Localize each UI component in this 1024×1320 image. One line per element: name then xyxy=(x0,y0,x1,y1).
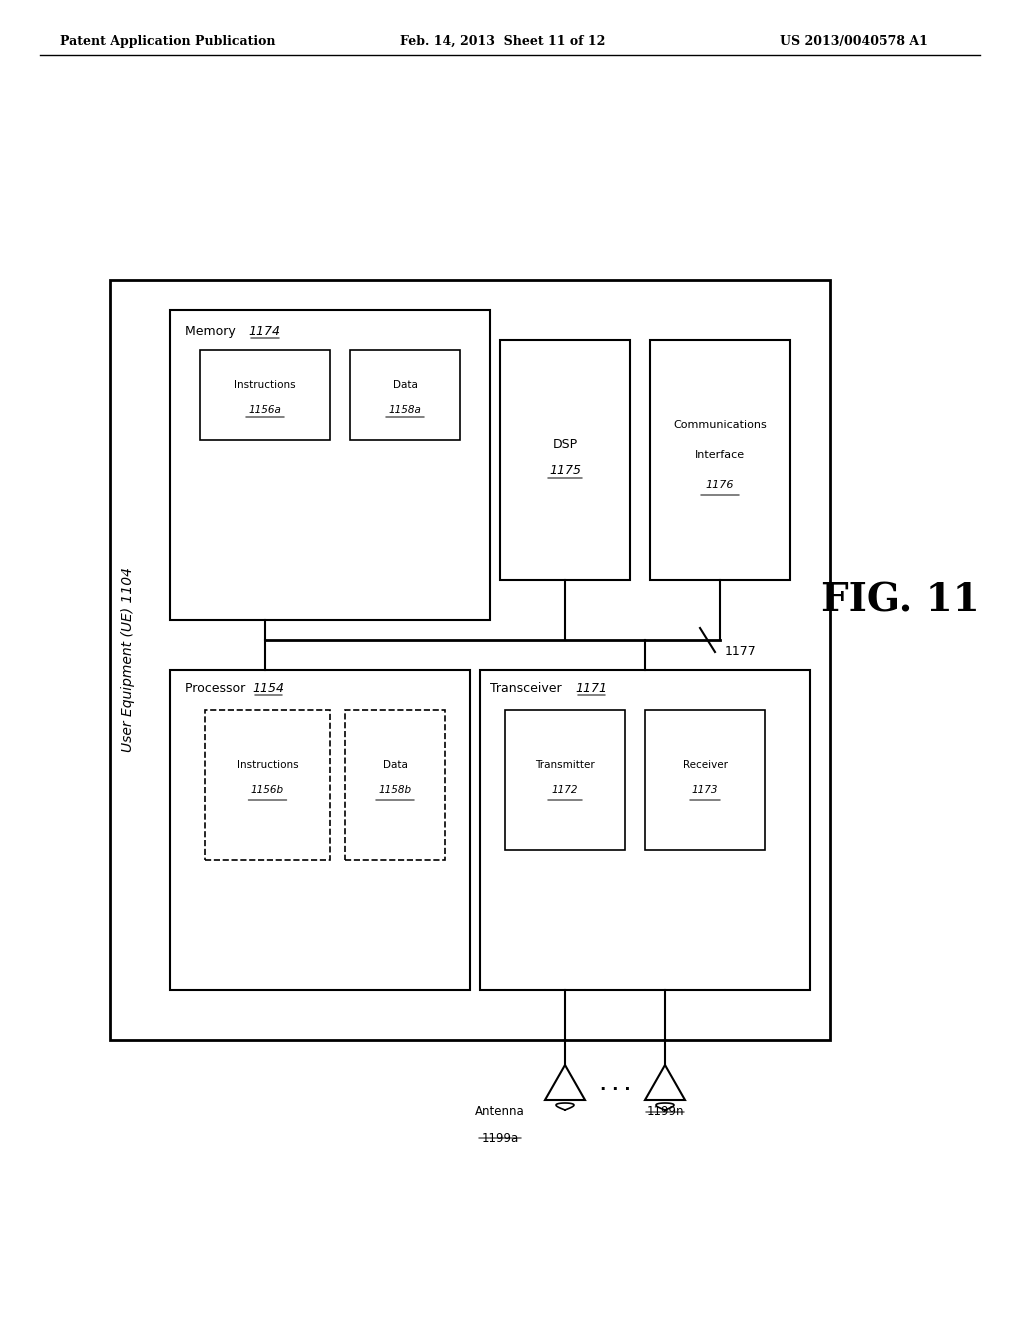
FancyBboxPatch shape xyxy=(205,710,330,861)
Text: FIG. 11: FIG. 11 xyxy=(820,581,979,619)
Text: 1199n: 1199n xyxy=(646,1105,684,1118)
Text: Instructions: Instructions xyxy=(237,760,298,770)
Text: 1174: 1174 xyxy=(248,325,280,338)
FancyBboxPatch shape xyxy=(200,350,330,440)
Text: 1173: 1173 xyxy=(692,785,718,795)
FancyBboxPatch shape xyxy=(110,280,830,1040)
Text: Interface: Interface xyxy=(695,450,745,459)
Text: 1177: 1177 xyxy=(725,645,757,657)
Text: Transceiver: Transceiver xyxy=(490,682,561,696)
FancyBboxPatch shape xyxy=(650,341,790,579)
Text: Data: Data xyxy=(392,380,418,389)
Text: 1158b: 1158b xyxy=(379,785,412,795)
Text: Memory: Memory xyxy=(185,325,240,338)
Text: User Equipment (UE) 1104: User Equipment (UE) 1104 xyxy=(121,568,135,752)
FancyBboxPatch shape xyxy=(345,710,445,861)
FancyBboxPatch shape xyxy=(505,710,625,850)
FancyBboxPatch shape xyxy=(170,310,490,620)
Text: Patent Application Publication: Patent Application Publication xyxy=(60,36,275,48)
FancyBboxPatch shape xyxy=(480,671,810,990)
Text: 1171: 1171 xyxy=(575,682,607,696)
Text: US 2013/0040578 A1: US 2013/0040578 A1 xyxy=(780,36,928,48)
Text: Transmitter: Transmitter xyxy=(536,760,595,770)
Text: 1172: 1172 xyxy=(552,785,579,795)
Text: DSP: DSP xyxy=(552,438,578,451)
Text: 1175: 1175 xyxy=(549,463,581,477)
FancyBboxPatch shape xyxy=(645,710,765,850)
Text: Receiver: Receiver xyxy=(683,760,727,770)
FancyBboxPatch shape xyxy=(350,350,460,440)
Text: 1156a: 1156a xyxy=(249,405,282,414)
Text: Antenna: Antenna xyxy=(475,1105,525,1118)
Text: Processor: Processor xyxy=(185,682,249,696)
Text: 1199a: 1199a xyxy=(481,1133,518,1144)
Text: Feb. 14, 2013  Sheet 11 of 12: Feb. 14, 2013 Sheet 11 of 12 xyxy=(400,36,605,48)
Text: . . .: . . . xyxy=(600,1076,631,1094)
Text: Data: Data xyxy=(383,760,408,770)
Text: Instructions: Instructions xyxy=(234,380,296,389)
FancyBboxPatch shape xyxy=(500,341,630,579)
Text: Communications: Communications xyxy=(673,420,767,430)
Text: 1154: 1154 xyxy=(252,682,284,696)
Text: 1156b: 1156b xyxy=(251,785,284,795)
Text: 1176: 1176 xyxy=(706,480,734,490)
Text: 1158a: 1158a xyxy=(388,405,422,414)
FancyBboxPatch shape xyxy=(170,671,470,990)
